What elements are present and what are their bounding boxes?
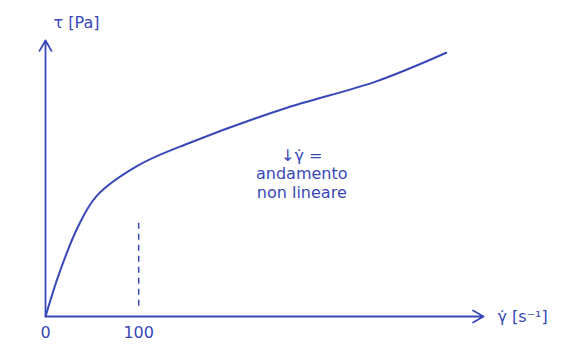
svg-text:τ [Pa]: τ [Pa] xyxy=(54,13,100,32)
svg-text:100: 100 xyxy=(123,323,154,342)
svg-text:γ̇ [s⁻¹]: γ̇ [s⁻¹] xyxy=(498,307,548,326)
svg-text:0: 0 xyxy=(40,323,50,342)
svg-text:↓γ̇ =andamentonon lineare: ↓γ̇ =andamentonon lineare xyxy=(256,146,348,202)
